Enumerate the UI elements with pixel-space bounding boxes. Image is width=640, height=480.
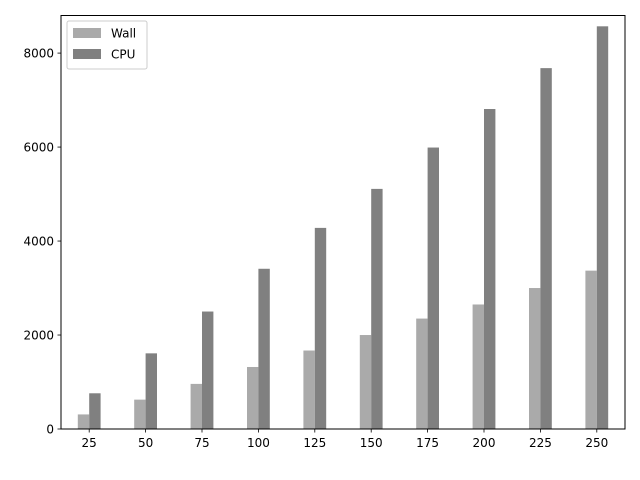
bar-cpu-125: [314, 227, 327, 429]
bar-wall-100: [247, 366, 259, 429]
x-tick-label-200: 200: [473, 436, 496, 450]
bar-cpu-50: [145, 353, 157, 429]
x-tick-label-25: 25: [82, 436, 97, 450]
bar-wall-50: [134, 399, 146, 429]
bar-cpu-150: [371, 188, 383, 429]
legend-label-wall: Wall: [111, 27, 136, 41]
bar-wall-250: [585, 270, 597, 429]
bar-cpu-75: [202, 311, 214, 429]
y-tick-label-4000: 4000: [23, 234, 54, 248]
x-tick-label-225: 225: [529, 436, 552, 450]
y-tick-label-0: 0: [46, 422, 54, 436]
bar-cpu-175: [427, 147, 439, 430]
x-tick-label-100: 100: [247, 436, 270, 450]
bar-wall-175: [416, 318, 428, 429]
y-axis: 0 2000 4000 6000 8000: [23, 46, 61, 436]
x-axis: 25 50 75 100 125 150 175 200 225 250: [82, 429, 608, 450]
y-tick-label-2000: 2000: [23, 328, 54, 342]
bar-cpu-225: [540, 68, 552, 429]
y-tick-label-8000: 8000: [23, 46, 54, 60]
x-tick-label-175: 175: [416, 436, 439, 450]
legend: Wall CPU: [66, 20, 148, 70]
legend-label-cpu: CPU: [111, 48, 135, 62]
y-tick-label-6000: 6000: [23, 140, 54, 154]
legend-swatch-wall: [73, 28, 101, 38]
x-tick-label-150: 150: [360, 436, 383, 450]
legend-swatch-cpu: [73, 49, 101, 59]
bar-wall-125: [303, 350, 315, 429]
bar-wall-25: [77, 414, 90, 429]
plot-frame: [60, 15, 626, 430]
x-tick-label-250: 250: [585, 436, 608, 450]
x-tick-label-125: 125: [303, 436, 326, 450]
x-tick-label-50: 50: [138, 436, 153, 450]
bar-cpu-200: [484, 109, 496, 429]
bar-cpu-250: [596, 26, 609, 430]
bar-wall-200: [472, 304, 484, 429]
bar-cpu-100: [258, 268, 270, 429]
bar-wall-150: [359, 335, 372, 429]
bar-wall-75: [190, 383, 202, 429]
bar-wall-225: [529, 288, 541, 429]
bars-group: [77, 26, 609, 430]
x-tick-label-75: 75: [194, 436, 209, 450]
bar-cpu-25: [89, 393, 101, 429]
